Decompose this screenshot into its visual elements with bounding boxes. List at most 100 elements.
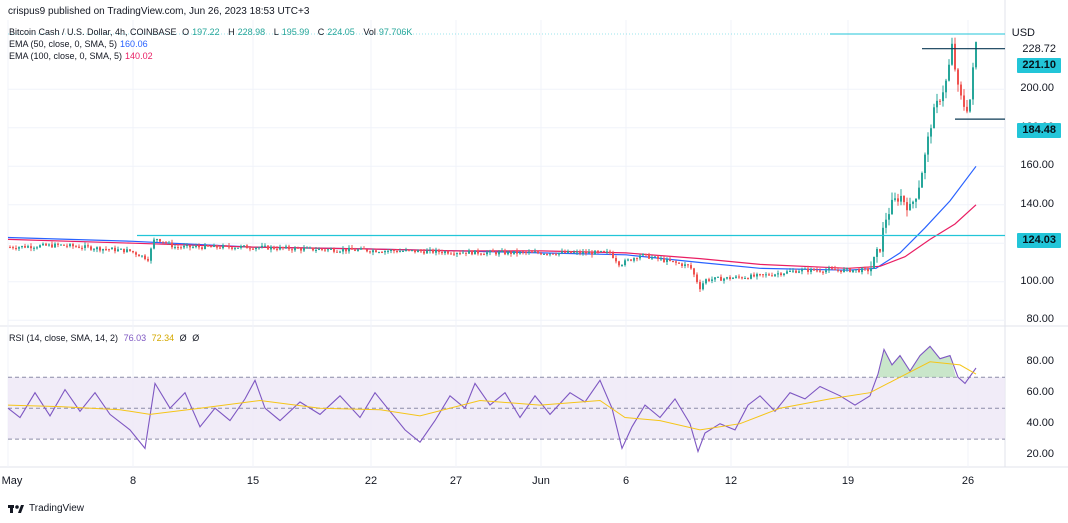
candle-body [222, 245, 224, 249]
ema100-legend[interactable]: EMA (100, close, 0, SMA, 5) 140.02 [9, 51, 153, 61]
candle-body [201, 247, 203, 249]
candle-body [309, 247, 311, 249]
candle-body [675, 261, 677, 263]
candle-body [645, 253, 647, 255]
x-tick-label: 27 [449, 475, 463, 487]
tradingview-logo[interactable]: TradingView [8, 503, 84, 514]
candle-body [951, 43, 953, 65]
price-tag-124: 124.03 [1017, 233, 1061, 248]
candle-body [759, 274, 761, 276]
candle-body [834, 268, 836, 271]
candle-body [618, 261, 620, 266]
rsi-legend[interactable]: RSI (14, close, SMA, 14, 2) 76.03 72.34 … [9, 333, 200, 343]
candle-body [24, 245, 26, 248]
candle-body [162, 241, 164, 243]
candle-body [174, 247, 176, 249]
x-tick-label: Jun [532, 475, 550, 487]
candle-body [555, 254, 557, 256]
candle-body [504, 250, 506, 255]
candle-body [243, 245, 245, 247]
candle-body [240, 246, 242, 248]
candle-body [90, 246, 92, 250]
candle-body [891, 199, 893, 215]
candle-body [897, 198, 899, 202]
symbol-title: Bitcoin Cash / U.S. Dollar, 4h, COINBASE [9, 27, 177, 37]
candle-body [267, 245, 269, 250]
candle-body [525, 252, 527, 254]
candle-body [501, 250, 503, 252]
candle-body [441, 252, 443, 254]
candle-body [540, 252, 542, 255]
candle-body [603, 251, 605, 253]
candle-body [159, 239, 161, 242]
tradingview-icon [8, 504, 24, 513]
candle-body [750, 274, 752, 279]
candle-body [255, 247, 257, 250]
price-tick-label: 160.00 [1020, 159, 1054, 172]
candle-body [459, 253, 461, 255]
price-label-228: 228.72 [1022, 43, 1056, 55]
candle-body [216, 245, 218, 248]
candle-body [129, 249, 131, 251]
candle-body [72, 244, 74, 247]
candle-body [471, 250, 473, 255]
candle-body [294, 247, 296, 251]
candle-body [840, 270, 842, 272]
candle-body [696, 274, 698, 283]
candle-body [882, 227, 884, 252]
candle-body [279, 246, 281, 250]
candle-body [192, 246, 194, 248]
candle-body [762, 274, 764, 276]
candle-body [708, 279, 710, 281]
candle-body [126, 249, 128, 253]
x-tick-label: 15 [246, 475, 260, 487]
candle-body [198, 246, 200, 248]
candle-body [780, 273, 782, 276]
candle-body [678, 262, 680, 264]
x-tick-label: 6 [622, 475, 630, 487]
candle-body [684, 264, 686, 267]
candle-body [225, 245, 227, 247]
rsi-value: 76.03 [123, 333, 147, 343]
candle-body [411, 250, 413, 252]
candle-body [252, 248, 254, 250]
candle-body [609, 251, 611, 253]
low-value: 195.99 [281, 27, 310, 37]
tradingview-brand: TradingView [29, 503, 85, 514]
candle-body [945, 80, 947, 93]
candle-body [615, 258, 617, 262]
candle-body [39, 245, 41, 248]
candle-body [150, 248, 152, 261]
rsi-tick-label: 60.00 [1026, 385, 1054, 398]
rsi-overbought-fill [878, 346, 956, 378]
candle-body [624, 260, 626, 266]
candle-body [18, 247, 20, 249]
candle-body [9, 247, 11, 249]
candle-body [393, 250, 395, 252]
candle-body [42, 243, 44, 246]
candle-body [657, 256, 659, 259]
candle-body [822, 271, 824, 273]
candle-body [69, 244, 71, 247]
candle-body [591, 251, 593, 255]
ema50-legend[interactable]: EMA (50, close, 0, SMA, 5) 160.06 [9, 39, 148, 49]
candle-body [567, 251, 569, 253]
candle-body [45, 243, 47, 246]
candle-body [789, 271, 791, 273]
candle-body [564, 251, 566, 253]
candle-body [12, 247, 14, 249]
candle-body [894, 198, 896, 200]
rsi-tick-label: 80.00 [1026, 354, 1054, 367]
candle-body [186, 245, 188, 247]
candle-body [957, 69, 959, 85]
candle-body [363, 248, 365, 250]
candle-body [429, 249, 431, 251]
candle-body [870, 268, 872, 272]
candle-body [384, 251, 386, 253]
candle-body [360, 248, 362, 250]
candle-body [321, 248, 323, 250]
candle-body [954, 43, 956, 70]
candle-body [924, 154, 926, 174]
candle-body [600, 251, 602, 253]
